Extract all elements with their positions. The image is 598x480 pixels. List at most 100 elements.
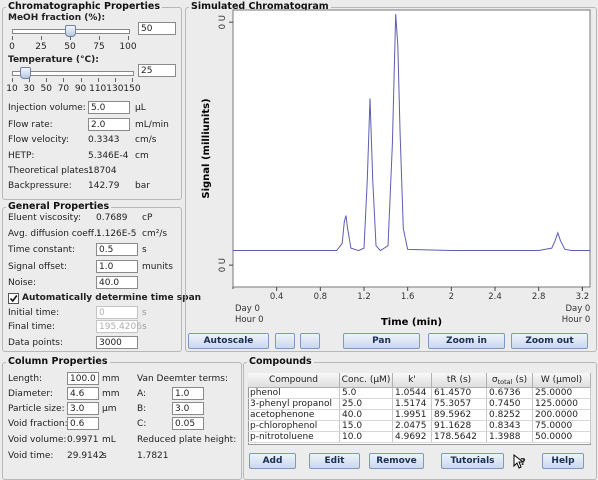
input-field[interactable]: 40.0 <box>96 276 138 289</box>
table-cell[interactable]: 15.0 <box>340 421 393 432</box>
table-cell[interactable]: 4.9692 <box>393 432 432 443</box>
field-unit: µL <box>135 103 146 113</box>
arrow-icon <box>513 453 525 469</box>
context-help-mark[interactable]: ? <box>520 457 526 468</box>
input-field[interactable]: 0.5 <box>96 243 138 256</box>
table-header[interactable]: σtotal (s) <box>487 373 533 388</box>
table-cell[interactable]: p-chlorophenol <box>248 421 340 432</box>
table-header[interactable]: k' <box>393 373 432 388</box>
button[interactable]: Edit <box>309 453 360 469</box>
field-unit: cm/s <box>135 135 157 145</box>
table-cell[interactable]: 40.0 <box>340 410 393 421</box>
table-cell[interactable]: 91.1628 <box>432 421 487 432</box>
x-hour-label: Hour 0 <box>235 315 264 325</box>
table-cell[interactable]: 1.3988 <box>487 432 533 443</box>
table-header[interactable]: Compound <box>248 373 340 388</box>
table-header[interactable]: W (µmol) <box>533 373 591 388</box>
field-label: Length: <box>8 374 43 384</box>
table-cell[interactable]: 0.7450 <box>487 399 533 410</box>
input-field[interactable]: 1.0 <box>96 260 138 273</box>
input-field[interactable]: 100.0 <box>67 372 99 385</box>
slider-tick <box>70 36 71 40</box>
table-cell[interactable]: p-nitrotoluene <box>248 432 340 443</box>
table-cell[interactable]: 2.0475 <box>393 421 432 432</box>
slider-tick <box>12 78 13 82</box>
term-input[interactable]: 1.0 <box>172 387 204 400</box>
context-help-button[interactable] <box>511 453 531 470</box>
table-cell[interactable]: 0.6736 <box>487 388 533 399</box>
table-cell[interactable]: 1.9951 <box>393 410 432 421</box>
table-cell[interactable]: 1.5174 <box>393 399 432 410</box>
field-value: 5.346E-4 <box>88 151 129 161</box>
input-field[interactable]: 0.6 <box>67 417 99 430</box>
table-cell[interactable]: 75.0000 <box>533 421 591 432</box>
table-header[interactable]: tR (s) <box>432 373 487 388</box>
input-field[interactable]: 2.0 <box>88 118 130 131</box>
table-cell[interactable]: 50.0000 <box>533 432 591 443</box>
button-label: Autoscale <box>203 336 254 346</box>
table-cell[interactable]: 75.3057 <box>432 399 487 410</box>
table-cell[interactable]: 0.8252 <box>487 410 533 421</box>
table-header[interactable]: Conc. (µM) <box>340 373 393 388</box>
table-cell[interactable]: 61.4570 <box>432 388 487 399</box>
x-day-label: Day 0 <box>565 304 590 314</box>
slider-label: Temperature (°C): <box>8 55 99 65</box>
field-unit: cm²/s <box>142 229 168 239</box>
x-tick-label: 1.2 <box>357 292 371 302</box>
field-unit: bar <box>135 181 150 191</box>
toolbar-button[interactable]: Zoom out <box>511 333 588 349</box>
icon-button[interactable] <box>275 333 295 349</box>
slider-tick-label: 130 <box>106 84 124 94</box>
slider-tick <box>46 78 48 82</box>
table-cell[interactable]: 25.0000 <box>533 388 591 399</box>
field-value: 18704 <box>88 166 117 176</box>
toolbar-button[interactable]: Zoom in <box>428 333 505 349</box>
toolbar-button[interactable]: Autoscale <box>188 333 269 349</box>
button[interactable]: Tutorials <box>441 453 504 469</box>
table-cell[interactable]: phenol <box>248 388 340 399</box>
slider-input[interactable]: 50 <box>138 22 176 35</box>
field-label: HETP: <box>8 151 35 161</box>
input-field[interactable]: 3000 <box>96 336 138 349</box>
checkbox-label[interactable]: Automatically determine time span <box>22 293 202 303</box>
table-cell[interactable]: 125.0000 <box>533 399 591 410</box>
field-value: 29.9142 <box>67 451 105 461</box>
checkbox[interactable] <box>8 293 19 304</box>
input-field[interactable]: 3.0 <box>67 402 99 415</box>
term-input[interactable]: 3.0 <box>172 402 204 415</box>
table-cell[interactable]: acetophenone <box>248 410 340 421</box>
field-unit: munits <box>142 262 173 272</box>
table-cell[interactable]: 0.8343 <box>487 421 533 432</box>
input-field[interactable]: 4.6 <box>67 387 99 400</box>
button[interactable]: Add <box>249 453 296 469</box>
slider-input[interactable]: 25 <box>138 64 176 77</box>
slider-tick <box>97 78 99 82</box>
input-field[interactable]: 5.0 <box>88 101 130 114</box>
table-cell[interactable]: 10.0 <box>340 432 393 443</box>
table-cell[interactable]: 3-phenyl propanol <box>248 399 340 410</box>
button[interactable]: Remove <box>369 453 424 469</box>
header-part: (s) <box>515 375 528 385</box>
field-label: Void time: <box>8 451 54 461</box>
table-cell[interactable]: 89.5962 <box>432 410 487 421</box>
table-cell[interactable]: 5.0 <box>340 388 393 399</box>
table-cell[interactable]: 1.0544 <box>393 388 432 399</box>
field-unit: mL/min <box>135 120 169 130</box>
slider-tick <box>99 36 100 40</box>
field-unit: s <box>142 308 147 318</box>
slider-thumb[interactable] <box>19 67 31 79</box>
field-unit: s <box>142 245 147 255</box>
slider-tick <box>114 78 116 82</box>
slider-tick-label: 75 <box>93 42 105 52</box>
toolbar-button[interactable]: Pan <box>343 333 420 349</box>
x-tick-label: 0.4 <box>270 292 284 302</box>
slider-track[interactable] <box>12 71 134 76</box>
button[interactable]: Help <box>542 453 584 469</box>
table-cell[interactable]: 25.0 <box>340 399 393 410</box>
icon-button[interactable] <box>300 333 320 349</box>
term-input[interactable]: 0.05 <box>172 417 204 430</box>
slider-tick-label: 50 <box>40 84 52 94</box>
table-cell[interactable]: 178.5642 <box>432 432 487 443</box>
field-unit: s <box>142 322 147 332</box>
table-cell[interactable]: 200.0000 <box>533 410 591 421</box>
